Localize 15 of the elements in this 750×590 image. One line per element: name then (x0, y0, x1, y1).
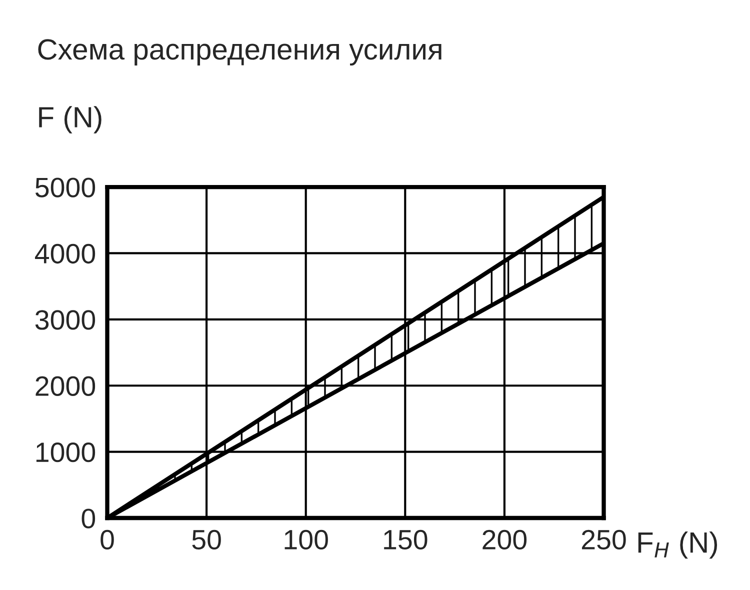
chart-title: Схема распределения усилия (38, 39, 442, 66)
y-tick-label: 0 (82, 508, 96, 528)
y-axis-title: F (N) (39, 106, 102, 134)
y-tick-label: 4000 (34, 244, 96, 264)
x-tick-label: 0 (100, 530, 114, 550)
y-tick-label: 5000 (35, 178, 96, 198)
y-tick-label: 2000 (36, 376, 96, 396)
y-tick-label: 3000 (35, 310, 96, 330)
x-tick-label: 50 (192, 530, 221, 550)
x-tick-label: 100 (284, 530, 328, 550)
x-tick-label: 150 (384, 530, 428, 550)
y-tick-label: 1000 (36, 442, 96, 462)
x-tick-label: 250 (582, 530, 626, 550)
x-tick-label: 200 (482, 530, 527, 550)
x-axis-title: F$_{H}$ (N) (638, 531, 718, 559)
